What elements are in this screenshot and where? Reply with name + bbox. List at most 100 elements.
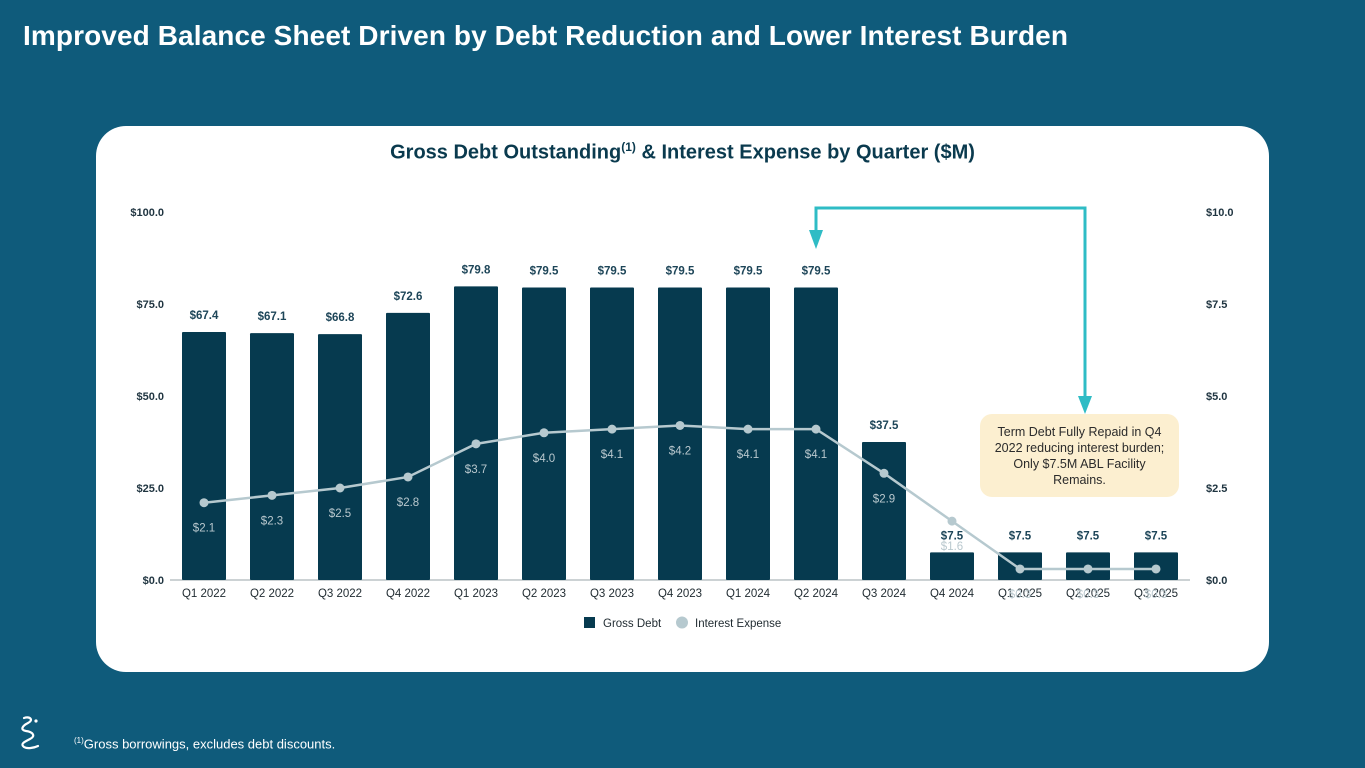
x-tick-label: Q2 2024	[794, 588, 839, 600]
bar-value-label: $67.1	[258, 311, 287, 323]
chart-title-footnote-marker: (1)	[621, 140, 636, 154]
callout-box: Term Debt Fully Repaid in Q4 2022 reduci…	[980, 414, 1179, 497]
x-tick-label: Q2 2022	[250, 588, 294, 600]
bar-value-label: $7.5	[941, 530, 964, 542]
y-left-tick-label: $50.0	[136, 391, 164, 403]
point-interest-expense	[743, 424, 753, 434]
x-tick-label: Q2 2023	[522, 588, 566, 600]
x-tick-label: Q4 2022	[386, 588, 430, 600]
point-value-label: $3.7	[465, 464, 487, 476]
point-value-label: $4.1	[601, 449, 623, 461]
bar-gross-debt	[726, 287, 770, 580]
bar-value-label: $79.8	[462, 264, 491, 276]
y-right-tick-label: $5.0	[1206, 391, 1227, 403]
y-right-tick-label: $0.0	[1206, 575, 1227, 587]
point-value-label: $2.1	[193, 523, 215, 535]
x-tick-label: Q4 2024	[930, 588, 975, 600]
chart-title: Gross Debt Outstanding(1) & Interest Exp…	[96, 140, 1269, 165]
point-value-label: $4.0	[533, 453, 555, 465]
bar-value-label: $37.5	[870, 420, 899, 432]
combo-chart: $0.0 $25.0 $50.0 $75.0 $100.0 $0.0 $2.5 $5.0 $7.…	[130, 206, 1234, 630]
legend-label-gross-debt: Gross Debt	[603, 618, 662, 630]
point-interest-expense	[471, 439, 481, 449]
point-value-label: $2.9	[873, 493, 895, 505]
legend-swatch-interest-expense	[676, 616, 688, 629]
legend-label-interest-expense: Interest Expense	[695, 618, 781, 630]
arrow-head-down-icon	[809, 230, 823, 249]
bar-value-label: $66.8	[326, 312, 355, 324]
point-interest-expense	[199, 498, 209, 508]
arrow-head-callout-icon	[1078, 396, 1092, 414]
x-tick-label: Q1 2025	[998, 588, 1042, 600]
y-right-tick-label: $2.5	[1206, 483, 1227, 495]
point-interest-expense	[811, 424, 821, 434]
bar-value-label: $7.5	[1077, 530, 1100, 542]
point-interest-expense	[1083, 564, 1093, 574]
bar-gross-debt	[182, 331, 226, 580]
bar-gross-debt	[862, 442, 906, 580]
x-tick-label: Q3 2025	[1134, 588, 1178, 600]
bar-value-label: $79.5	[598, 265, 627, 277]
footnote-marker: (1)	[74, 736, 84, 745]
point-value-label: $0.3	[1077, 589, 1099, 601]
y-left-tick-label: $75.0	[136, 299, 164, 311]
bar-value-label: $79.5	[734, 265, 763, 277]
company-logo-icon	[21, 716, 40, 750]
point-interest-expense	[335, 483, 345, 493]
bar-gross-debt	[930, 552, 974, 580]
y-right-tick-label: $7.5	[1206, 299, 1227, 311]
chart-title-main: Gross Debt Outstanding	[390, 141, 622, 164]
y-left-tick-label: $100.0	[130, 207, 164, 219]
bar-gross-debt	[794, 287, 838, 580]
point-interest-expense	[1015, 564, 1025, 574]
callout-text: Term Debt Fully Repaid in Q4 2022 reduci…	[994, 424, 1165, 487]
point-interest-expense	[675, 420, 685, 430]
bar-gross-debt	[250, 333, 294, 580]
point-value-label: $4.1	[805, 449, 827, 461]
point-interest-expense	[539, 428, 549, 438]
point-value-label: $2.8	[397, 497, 419, 509]
chart-title-rest: & Interest Expense by Quarter ($M)	[635, 141, 975, 164]
point-value-label: $2.3	[261, 515, 283, 527]
bar-value-label: $7.5	[1145, 530, 1168, 542]
slide-title: Improved Balance Sheet Driven by Debt Re…	[23, 20, 1069, 51]
bar-value-label: $67.4	[190, 310, 219, 322]
annotation-arrow	[814, 206, 1087, 402]
bar-gross-debt	[590, 287, 634, 580]
bar-value-label: $79.5	[802, 265, 831, 277]
point-value-label: $1.6	[941, 541, 963, 553]
bar-gross-debt	[454, 286, 498, 580]
x-tick-label: Q1 2024	[726, 588, 771, 600]
point-interest-expense	[947, 516, 957, 526]
point-interest-expense	[1151, 564, 1161, 574]
bar-value-label: $72.6	[394, 291, 423, 303]
point-value-label: $0.3	[1145, 589, 1167, 601]
bar-gross-debt	[386, 312, 430, 580]
y-left-tick-label: $0.0	[143, 575, 164, 587]
bar-gross-debt	[658, 287, 702, 580]
chart-card: Gross Debt Outstanding(1) & Interest Exp…	[96, 126, 1269, 672]
point-value-label: $2.5	[329, 508, 351, 520]
point-value-label: $4.2	[669, 445, 691, 457]
x-tick-label: Q3 2023	[590, 588, 634, 600]
x-tick-label: Q1 2023	[454, 588, 498, 600]
x-tick-label: Q2 2025	[1066, 588, 1110, 600]
point-value-label: $4.1	[737, 449, 759, 461]
y-left-tick-label: $25.0	[136, 483, 164, 495]
x-tick-label: Q3 2022	[318, 588, 362, 600]
x-tick-label: Q3 2024	[862, 588, 907, 600]
legend-swatch-gross-debt	[584, 617, 595, 628]
footnote: (1)Gross borrowings, excludes debt disco…	[74, 736, 335, 751]
x-tick-label: Q1 2022	[182, 588, 226, 600]
point-interest-expense	[267, 490, 277, 500]
point-interest-expense	[879, 468, 889, 478]
point-interest-expense	[607, 424, 617, 434]
bar-value-label: $7.5	[1009, 530, 1032, 542]
bar-gross-debt	[318, 334, 362, 580]
point-interest-expense	[403, 472, 413, 482]
y-right-tick-label: $10.0	[1206, 207, 1234, 219]
point-value-label: $0.3	[1009, 589, 1031, 601]
bar-value-label: $79.5	[530, 265, 559, 277]
x-tick-label: Q4 2023	[658, 588, 702, 600]
bar-value-label: $79.5	[666, 265, 695, 277]
